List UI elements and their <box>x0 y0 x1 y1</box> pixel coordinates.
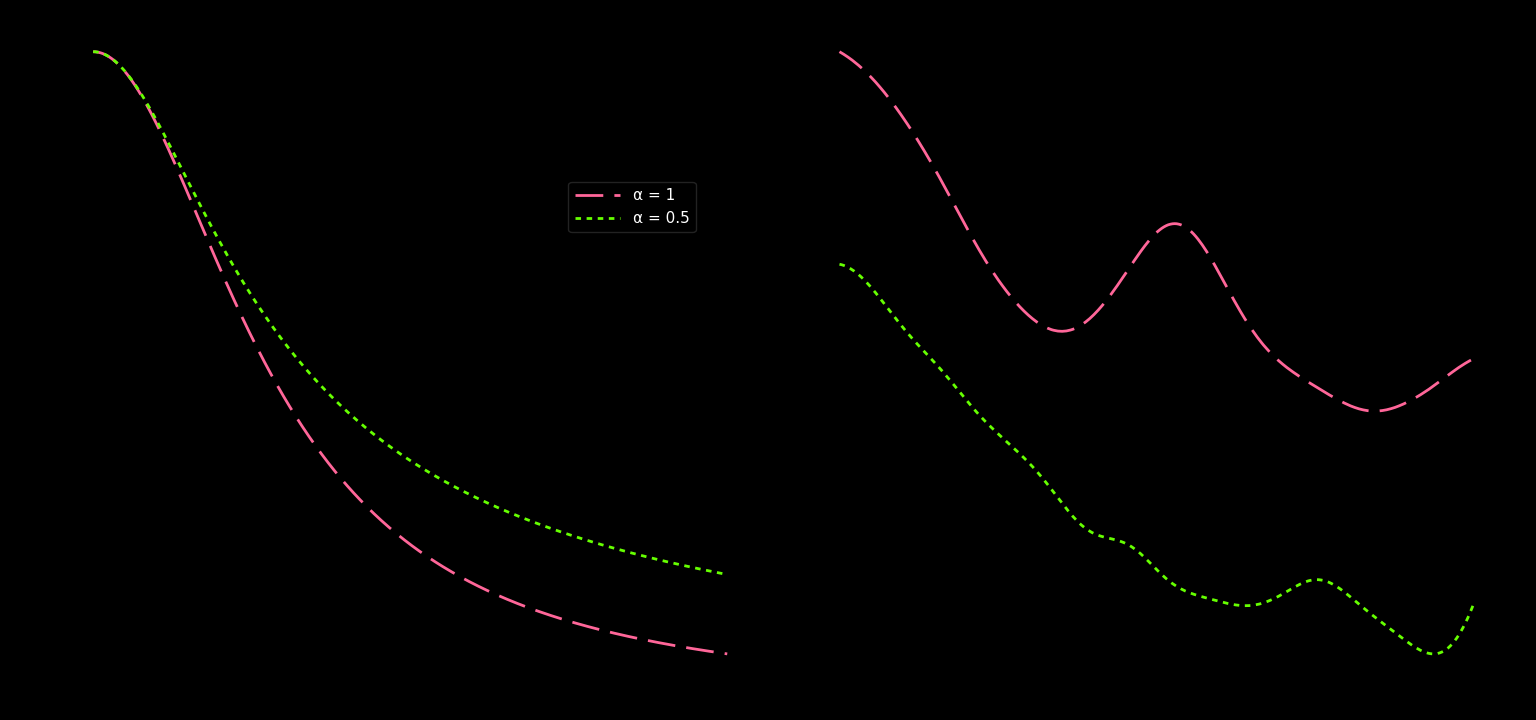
Legend: α = 1, α = 0.5: α = 1, α = 0.5 <box>568 182 696 232</box>
